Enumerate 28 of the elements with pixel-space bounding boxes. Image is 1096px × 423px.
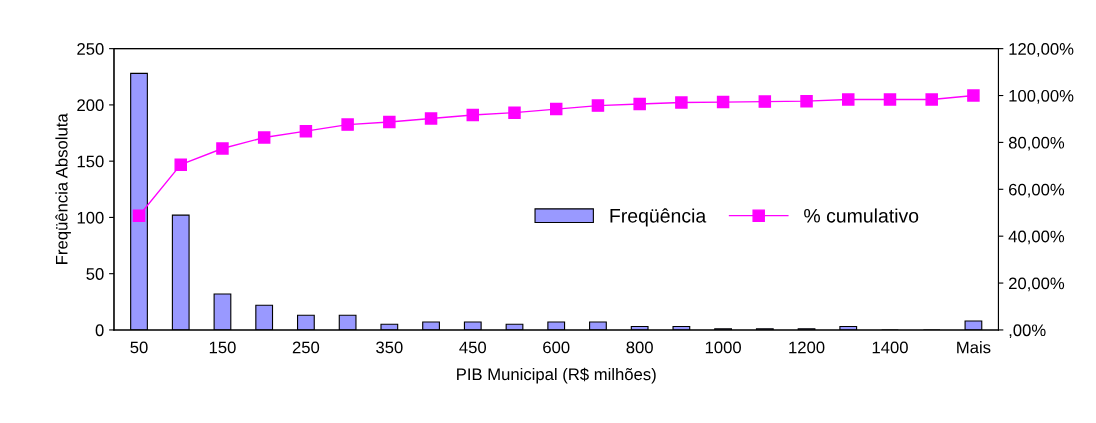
y2-tick-label: 100,00% [1009,89,1074,104]
y2-tick-label: ,00% [1009,324,1046,339]
x-tick-label: 50 [130,341,148,354]
y-tick-label: 50 [86,268,104,280]
x-tick-label: 1400 [872,341,908,354]
x-axis-title: PIB Municipal (R$ milhões) [457,367,656,384]
legend-label: Freqüência [610,208,707,227]
y2-tick-label: 60,00% [1009,183,1065,198]
x-tick-label: 800 [626,341,653,354]
x-tick-label: 250 [292,341,320,354]
x-tick-label: 450 [459,341,487,354]
y-axis-title: Freqüência Absoluta [55,113,71,264]
x-tick-label: 1200 [789,341,825,354]
y2-tick-label: 20,00% [1009,277,1065,292]
x-tick-label: 350 [376,341,403,354]
x-tick-label: Mais [957,341,991,354]
y2-tick-label: 40,00% [1008,230,1065,245]
x-tick-label: 600 [543,341,570,354]
y-tick-label: 0 [95,324,104,337]
y-tick-label: 250 [77,43,104,55]
legend-label: % cumulativo [804,208,919,223]
y-tick-label: 200 [77,99,104,112]
y2-tick-label: 80,00% [1008,136,1065,151]
x-tick-label: 1000 [705,341,741,354]
x-tick-label: 150 [209,341,236,354]
y-tick-label: 100 [77,211,104,224]
y-tick-label: 150 [77,155,104,168]
y2-tick-label: 120,00% [1009,43,1074,57]
